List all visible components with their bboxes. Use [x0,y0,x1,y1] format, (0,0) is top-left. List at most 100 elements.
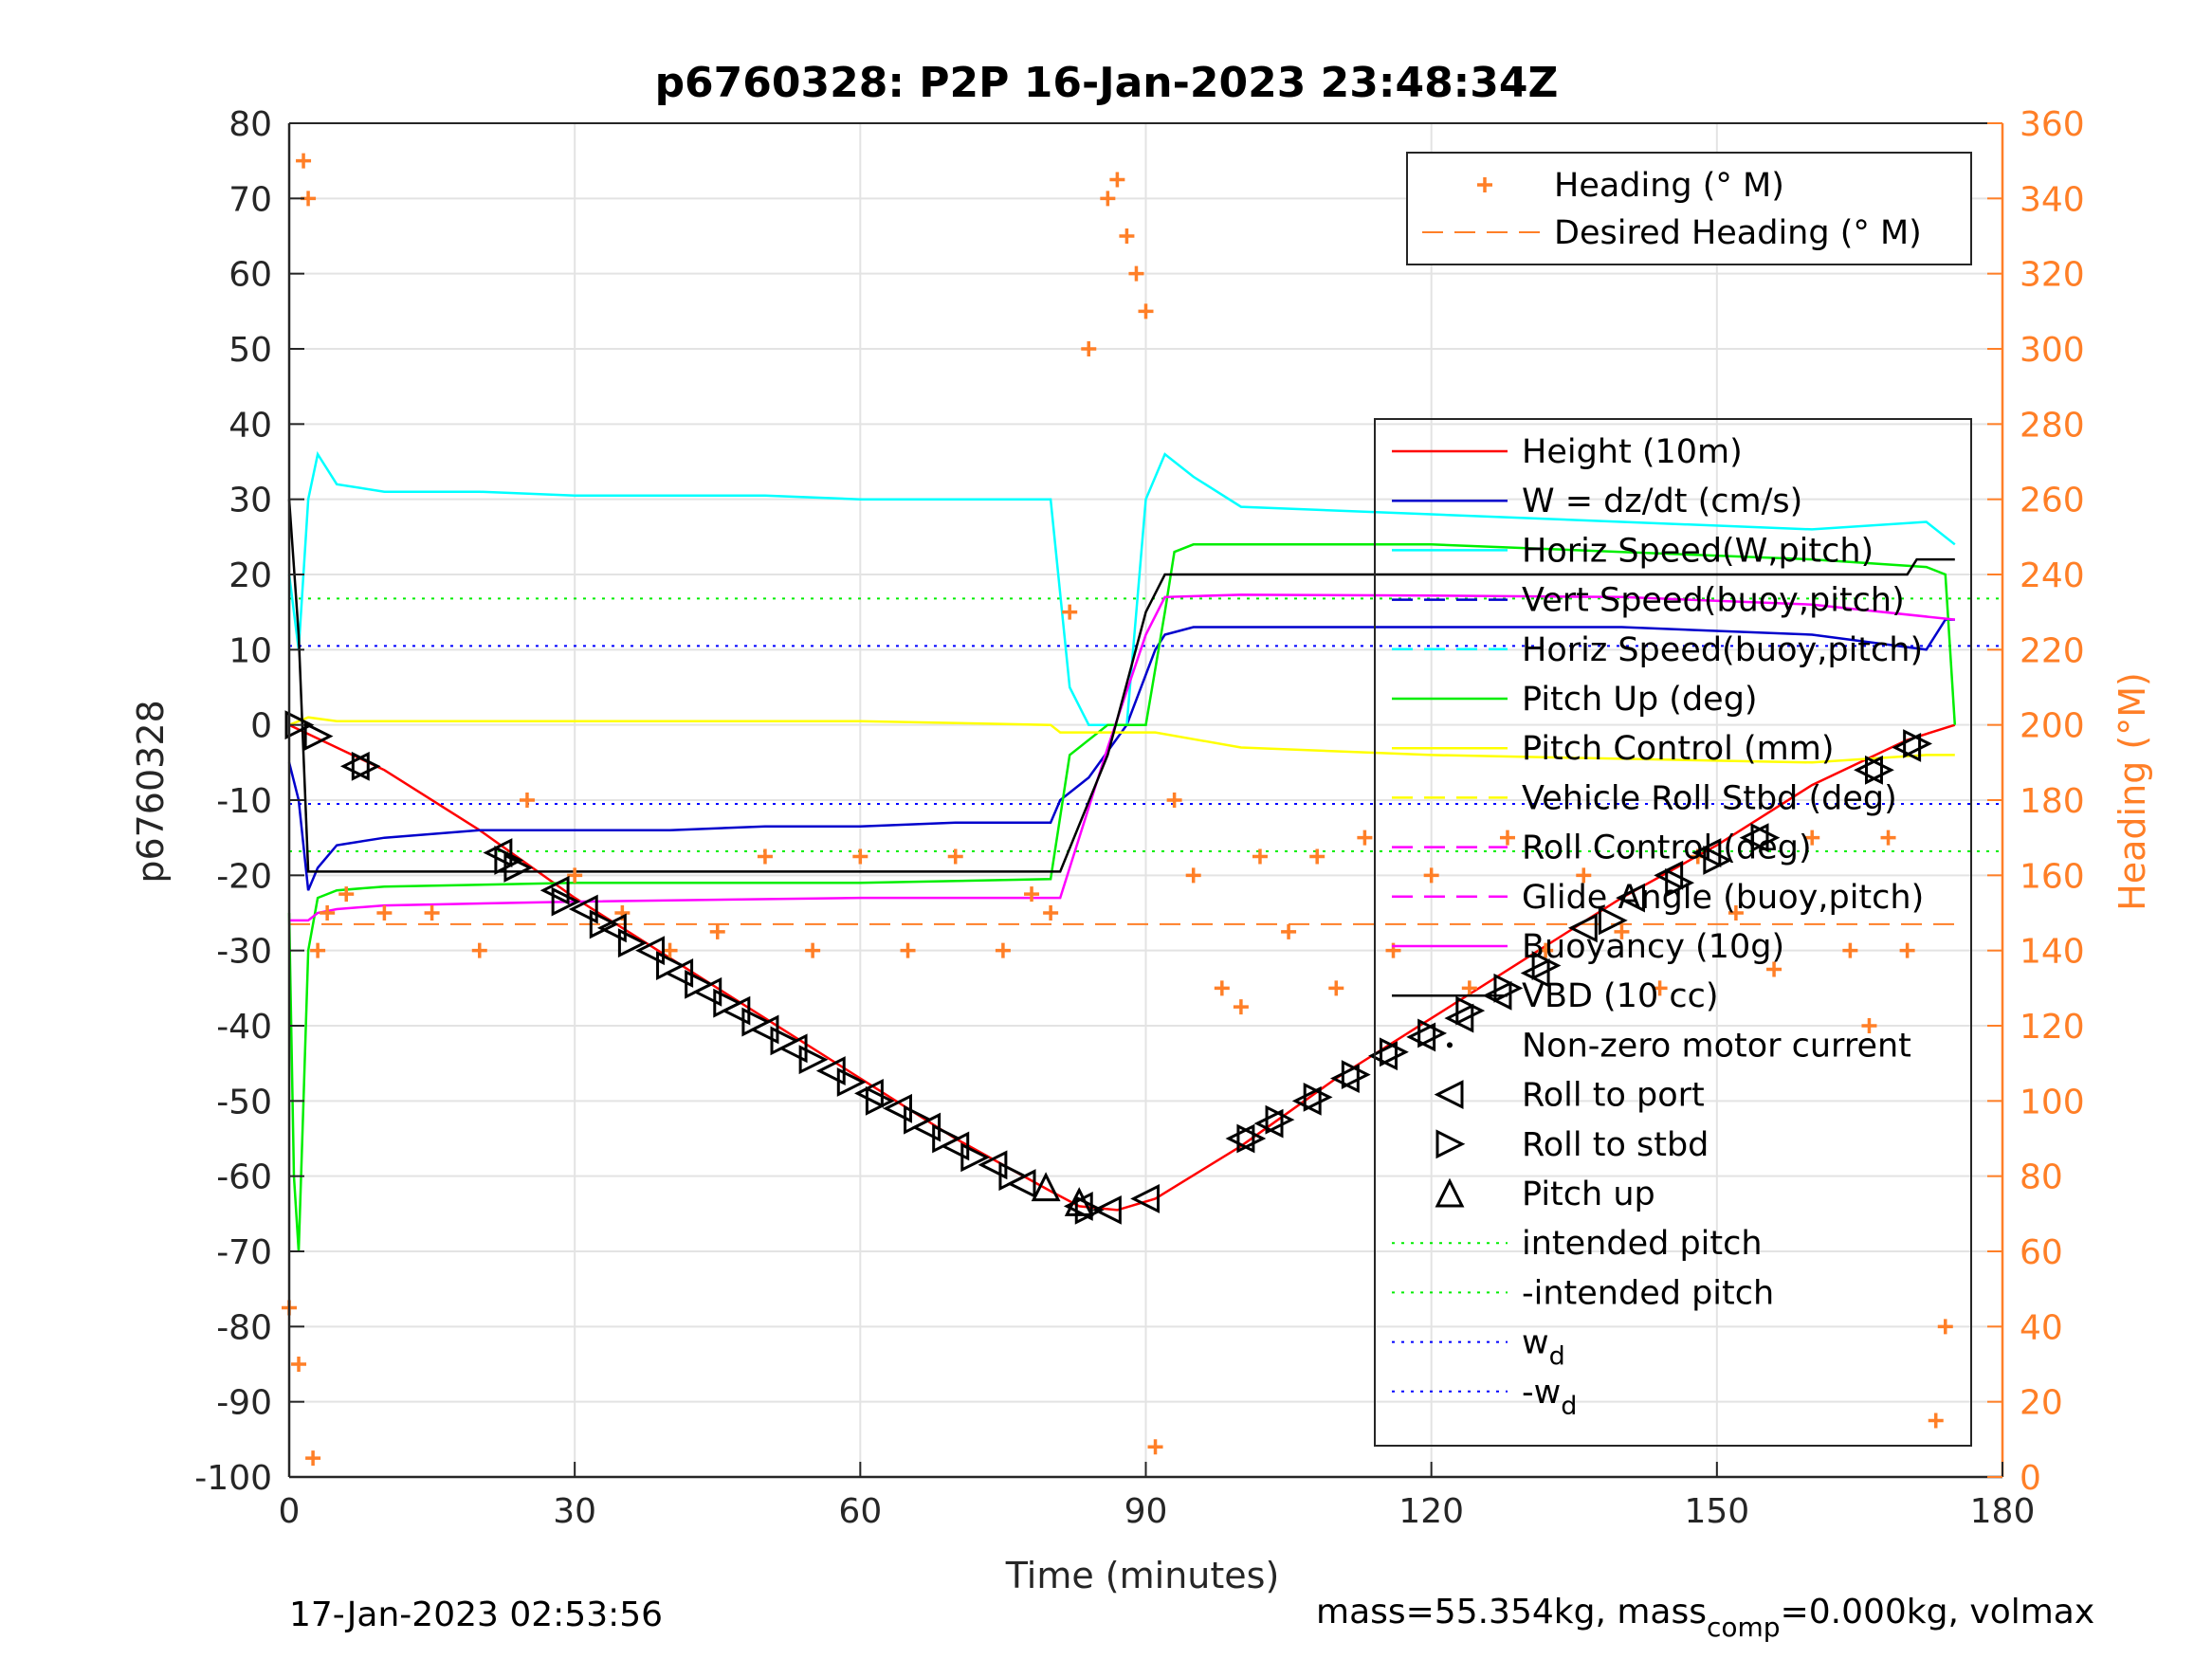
heading-point [320,905,336,921]
heading-point [296,153,312,169]
roll-stbd-marker [1531,951,1562,980]
roll-port-marker [1616,883,1645,913]
roll-stbd-marker [1341,1060,1371,1089]
legends: Heading (° M) Desired Heading (° M) Height… [1374,152,1972,1447]
roll-port-marker [1520,958,1550,988]
roll-stbd-marker [1380,1037,1409,1067]
roll-stbd-marker [904,1104,933,1135]
roll-stbd-marker [1303,1082,1333,1112]
x-tick-label: 180 [1970,1492,2036,1531]
heading-point [1328,980,1344,996]
legend-symbol [1447,1042,1453,1048]
heading-legend-label: Desired Heading (° M) [1554,214,1922,252]
y-tick-label: 30 [229,482,272,520]
heading-point [1147,1439,1163,1455]
heading-point [1233,999,1249,1015]
series-line [287,543,1957,1252]
heading-point [1281,923,1297,939]
heading-point [1499,830,1515,846]
heading-legend-symbol [1477,177,1492,192]
heading-point [1804,830,1820,846]
legend-symbol [1435,1129,1466,1159]
y-right-tick-label: 320 [2020,256,2085,295]
x-tick-label: 60 [838,1492,882,1531]
roll-stbd-marker [656,951,686,980]
legend-symbol [1435,1177,1465,1208]
y-right-tick-label: 180 [2020,782,2085,821]
y-right-tick-label: 60 [2020,1233,2063,1272]
roll-stbd-marker [932,1123,962,1154]
roll-port-marker [1854,755,1883,785]
heading-point [310,942,326,958]
y-right-tick-label: 100 [2020,1083,2085,1121]
roll-stbd-marker [865,1085,895,1116]
roll-stbd-marker [503,852,534,883]
roll-stbd-marker [1417,1018,1448,1048]
heading-point [1252,848,1268,865]
roll-port-marker [1654,860,1684,890]
roll-stbd-marker [1598,905,1628,936]
y-right-tick-label: 120 [2020,1008,2085,1047]
plot-area [282,153,2002,1467]
heading-point [1309,848,1325,865]
y-right-tick-label: 260 [2020,482,2085,520]
roll-stbd-marker [836,1067,867,1097]
y-tick-label: -90 [216,1384,272,1423]
heading-point [757,848,773,865]
heading-point [1100,191,1116,207]
y-axis-label: p6760328 [130,700,172,883]
y-right-tick-label: 140 [2020,933,2085,972]
heading-point [1166,793,1182,808]
heading-point [1062,604,1078,620]
footer-mass: mass=55.354kg, masscomp=0.000kg, volmax [1316,1593,2094,1643]
series-line [287,450,1956,726]
heading-point [1880,830,1896,846]
heading-point [338,886,355,902]
y-tick-label: -60 [216,1158,272,1197]
heading-point [1138,303,1154,319]
heading-point [1861,1018,1877,1033]
roll-stbd-marker [351,751,381,781]
heading-point [1576,867,1592,884]
roll-stbd-marker [998,1161,1029,1192]
y-tick-label: 50 [229,331,272,370]
roll-stbd-marker [713,988,743,1018]
roll-port-marker [815,1056,846,1086]
y-tick-label: 70 [229,180,272,219]
series-line [287,618,1955,891]
legend-label: Roll Control (deg) [1522,830,1812,867]
legend-label: intended pitch [1522,1225,1763,1263]
roll-stbd-marker [798,1045,829,1075]
heading-point [1128,265,1144,282]
heading-point [376,905,393,921]
roll-port-marker [1567,913,1598,943]
legend-label: Glide Angle (buoy,pitch) [1522,879,1924,917]
legend-label: Pitch Control (mm) [1522,730,1834,768]
y-right-tick-label: 160 [2020,857,2085,896]
roll-stbd-marker [770,1026,800,1056]
roll-port-marker [883,1093,912,1123]
series-line [288,716,1955,764]
heading-point [662,942,678,958]
legend-label: Vert Speed(buoy,pitch) [1522,582,1905,620]
x-tick-label: 120 [1398,1492,1464,1531]
heading-point [1652,980,1668,996]
roll-stbd-marker [685,969,715,999]
heading-point [947,848,963,865]
legend-label: -intended pitch [1522,1274,1774,1312]
series-line [287,499,1955,873]
y-right-tick-label: 240 [2020,556,2085,595]
heading-point [1842,942,1858,958]
footer-mass-sub: comp [1707,1612,1781,1643]
y-right-tick-label: 360 [2020,105,2085,144]
heading-point [1728,905,1744,921]
roll-port-marker [635,936,665,966]
roll-stbd-marker [1265,1104,1295,1135]
x-tick-label: 30 [553,1492,596,1531]
heading-point [1899,942,1915,958]
x-axis-label: Time (minutes) [1005,1555,1280,1596]
roll-port-marker [1130,1184,1160,1213]
main-legend-box [1374,418,1972,1447]
heading-point [1024,886,1040,902]
